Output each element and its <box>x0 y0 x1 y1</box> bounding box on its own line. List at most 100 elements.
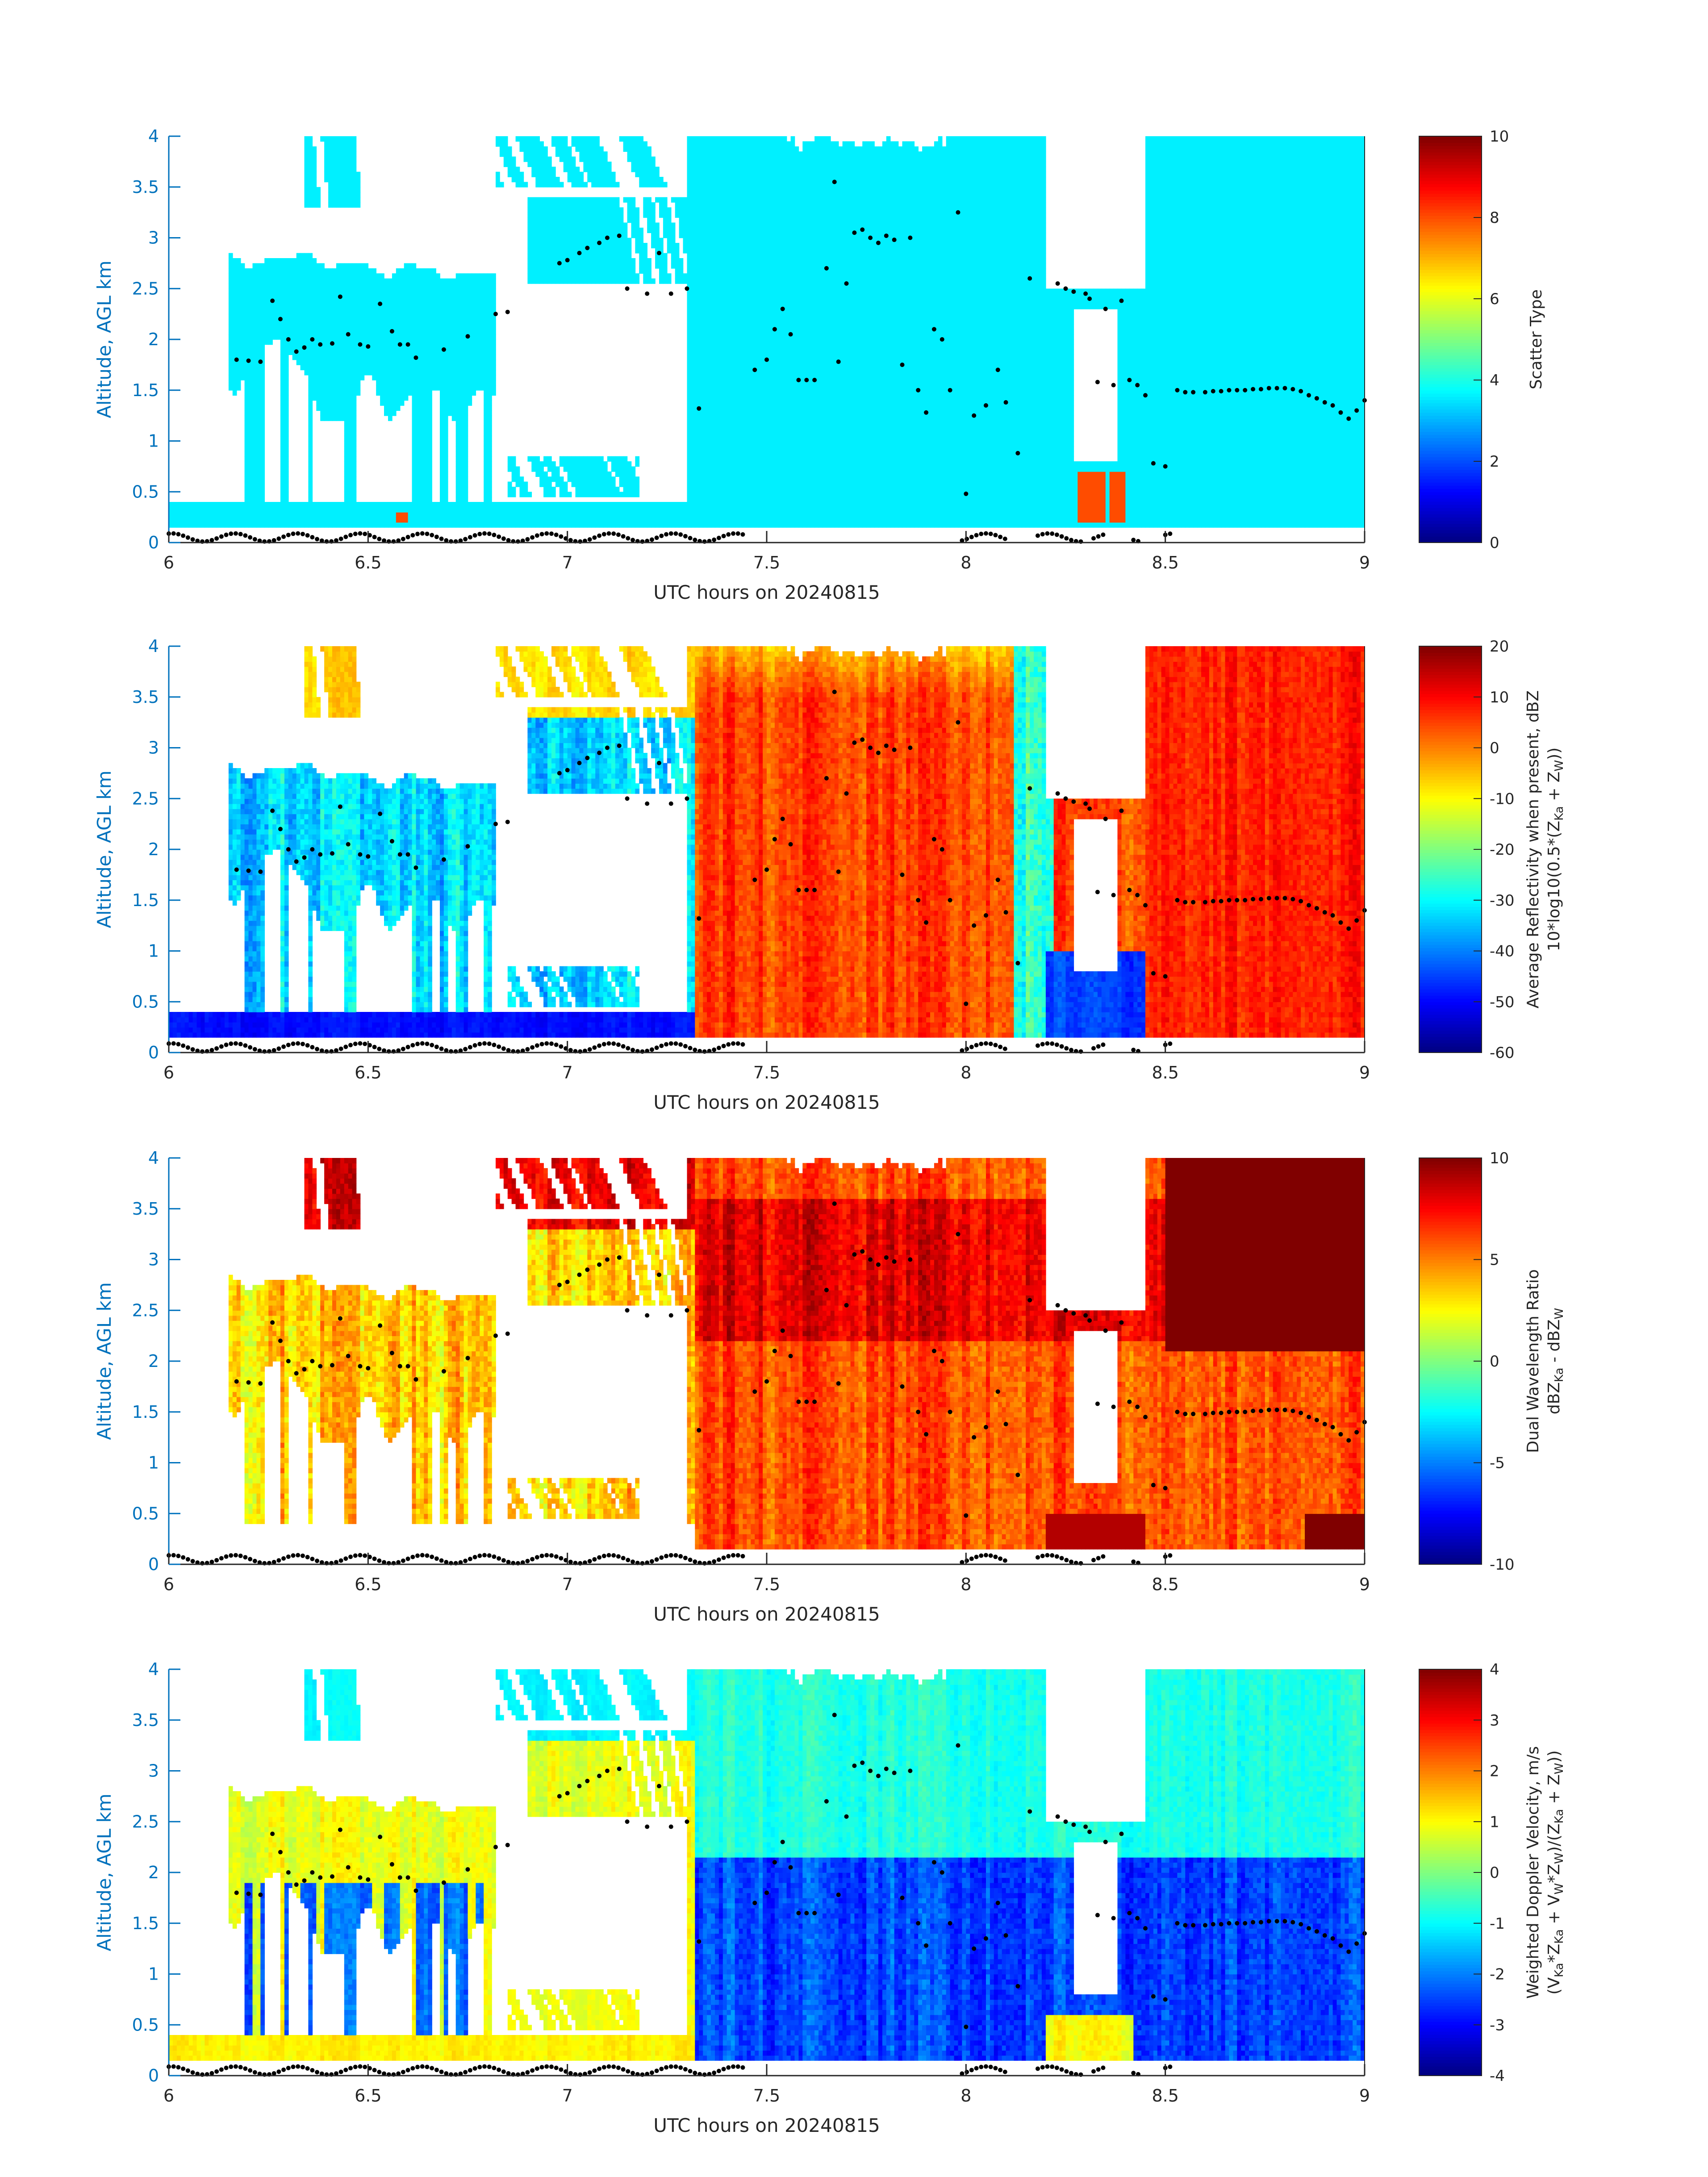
heatmap-cell <box>249 405 253 411</box>
heatmap-cell <box>332 329 337 334</box>
heatmap-cells <box>169 136 1365 528</box>
heatmap-cell <box>376 329 380 334</box>
heatmap-cell <box>237 339 241 345</box>
heatmap-cell <box>344 268 349 274</box>
heatmap-cell <box>253 284 257 289</box>
heatmap-cell <box>408 507 413 512</box>
heatmap-cell <box>301 329 305 334</box>
heatmap-cell <box>348 385 353 390</box>
heatmap-cell <box>400 268 405 274</box>
heatmap-cell <box>320 284 325 289</box>
heatmap-cell <box>253 268 257 274</box>
heatmap-cell <box>272 502 277 507</box>
heatmap-cell <box>181 522 185 528</box>
heatmap-cell <box>396 390 401 396</box>
heatmap-cell <box>268 522 273 528</box>
heatmap-cell <box>316 375 321 380</box>
heatmap-cell <box>312 202 317 208</box>
heatmap-cell <box>408 502 413 507</box>
heatmap-cell <box>408 375 413 380</box>
heatmap-cell <box>241 517 245 522</box>
heatmap-cell <box>256 329 261 334</box>
heatmap-cell <box>260 385 265 390</box>
heatmap-cell <box>392 273 397 279</box>
heatmap-cell <box>272 288 277 294</box>
heatmap-cell <box>237 288 241 294</box>
heatmap-cell <box>177 502 181 507</box>
heatmap-cell <box>177 517 181 522</box>
heatmap-cell <box>245 497 249 502</box>
heatmap-cell <box>380 360 384 365</box>
heatmap-cell <box>380 375 384 380</box>
heatmap-cell <box>332 380 337 385</box>
heatmap-cell <box>352 497 357 502</box>
heatmap-cell <box>316 319 321 325</box>
heatmap-cell <box>404 334 409 340</box>
heatmap-cell <box>328 405 333 411</box>
heatmap-cell <box>173 517 177 522</box>
heatmap-cell <box>376 522 380 528</box>
heatmap-cell <box>340 157 345 162</box>
heatmap-cell <box>356 360 361 365</box>
heatmap-cell <box>400 350 405 355</box>
heatmap-cell <box>364 314 368 319</box>
heatmap-cell <box>256 390 261 396</box>
heatmap-cell <box>344 324 349 330</box>
heatmap-cell <box>249 299 253 304</box>
heatmap-cell <box>392 350 397 355</box>
heatmap-cell <box>352 395 357 401</box>
heatmap-cell <box>324 502 329 507</box>
heatmap-cell <box>404 380 409 385</box>
heatmap-cell <box>276 334 281 340</box>
heatmap-cell <box>284 314 289 319</box>
heatmap-cell <box>305 319 309 325</box>
heatmap-cell <box>284 360 289 365</box>
heatmap-cell <box>320 304 325 309</box>
heatmap-cell <box>264 304 269 309</box>
heatmap-cell <box>388 319 393 325</box>
heatmap-cell <box>305 294 309 299</box>
heatmap-cell <box>233 294 237 299</box>
heatmap-cell <box>384 314 388 319</box>
heatmap-cell <box>284 294 289 299</box>
heatmap-cell <box>276 329 281 334</box>
heatmap-cell <box>360 288 365 294</box>
heatmap-cell <box>185 512 189 518</box>
heatmap-cell <box>305 177 309 182</box>
heatmap-cell <box>368 329 372 334</box>
heatmap-cell <box>276 294 281 299</box>
heatmap-cell <box>348 273 353 279</box>
heatmap-cell <box>352 466 357 472</box>
heatmap-cell <box>400 522 405 528</box>
heatmap-cell <box>308 268 313 274</box>
heatmap-cell <box>384 401 388 406</box>
heatmap-cell <box>284 441 289 447</box>
heatmap-cell <box>245 294 249 299</box>
heatmap-cell <box>340 350 345 355</box>
heatmap-cell <box>260 476 265 482</box>
heatmap-cell <box>260 451 265 456</box>
heatmap-cell <box>332 187 337 192</box>
heatmap-cell <box>352 299 357 304</box>
heatmap-cell <box>344 405 349 411</box>
heatmap-cell <box>396 370 401 375</box>
heatmap-cell <box>344 162 349 167</box>
heatmap-cell <box>268 502 273 507</box>
heatmap-cell <box>280 380 285 385</box>
heatmap-cell <box>264 284 269 289</box>
heatmap-cell <box>324 141 329 146</box>
heatmap-cell <box>296 268 301 274</box>
heatmap-cell <box>360 512 365 518</box>
heatmap-cell <box>412 339 417 345</box>
heatmap-cell <box>412 466 417 472</box>
heatmap-cell <box>296 273 301 279</box>
heatmap-cell <box>332 350 337 355</box>
heatmap-cell <box>348 304 353 309</box>
heatmap-cell <box>260 279 265 284</box>
heatmap-cell <box>312 309 317 314</box>
heatmap-cell <box>320 375 325 380</box>
heatmap-cell <box>372 299 376 304</box>
heatmap-cell <box>245 380 249 385</box>
heatmap-cell <box>245 466 249 472</box>
heatmap-cell <box>348 370 353 375</box>
